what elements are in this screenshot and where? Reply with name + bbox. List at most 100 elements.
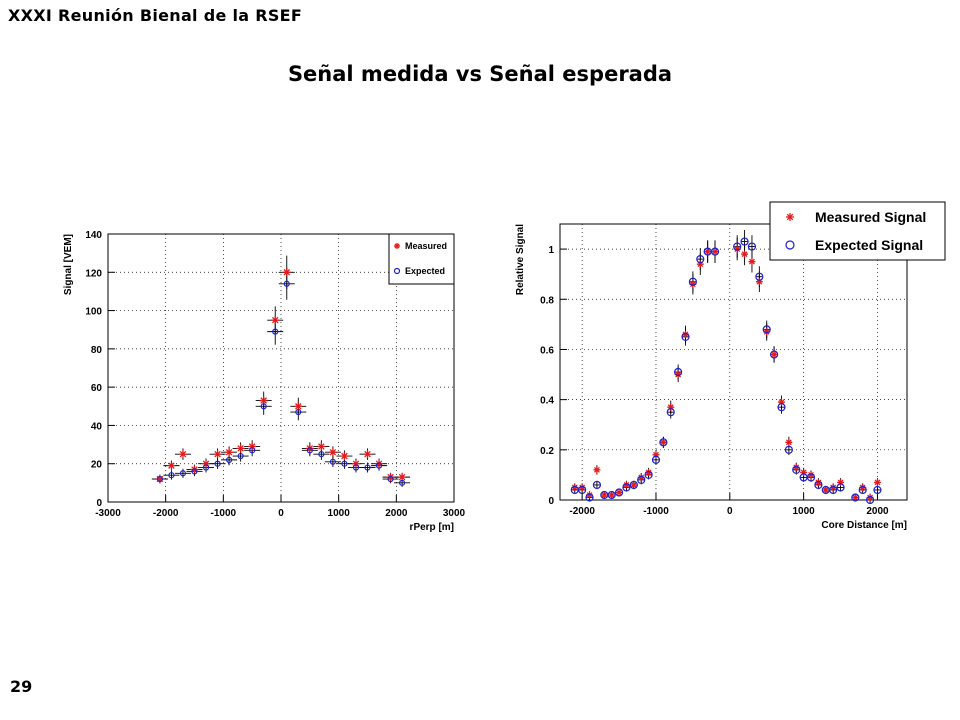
legend-expected-label: Expected Signal	[815, 237, 923, 253]
legend-expected-marker	[785, 240, 795, 250]
legend-expected-marker	[393, 267, 401, 275]
x-tick-label: 0	[278, 508, 284, 519]
expected-point	[674, 367, 683, 377]
x-tick-label: 1000	[793, 506, 816, 517]
expected-point	[168, 472, 175, 479]
expected-point	[755, 272, 764, 281]
y-tick-label: 40	[91, 421, 103, 432]
measured-point	[236, 444, 245, 453]
chart-signal-vs-rperp: -3000 -2000 -1000 0 1000 2000 3000 0 20 40 60 80 100…	[63, 230, 466, 533]
expected-point	[858, 485, 867, 495]
measured-point	[711, 248, 719, 256]
expected-point	[260, 403, 267, 410]
y-axis-label: Relative Signal	[515, 224, 526, 295]
expected-point	[777, 403, 786, 412]
expected-point	[191, 468, 198, 475]
legend-measured-marker	[394, 243, 400, 249]
y-tick-label: 0.8	[540, 295, 554, 306]
expected-point	[710, 247, 720, 256]
expected-point	[237, 452, 244, 460]
measured-point	[225, 448, 234, 457]
expected-point	[585, 493, 594, 502]
measured-point	[178, 450, 187, 459]
expected-point	[364, 464, 371, 471]
measured-point	[282, 268, 291, 277]
expected-point	[666, 408, 675, 417]
expected-point	[629, 480, 638, 490]
y-tick-label: 60	[91, 383, 103, 394]
x-axis-label: Core Distance [m]	[821, 520, 907, 531]
expected-point	[659, 438, 668, 447]
measured-point	[213, 450, 222, 459]
x-tick-label: 0	[727, 506, 733, 517]
expected-point	[272, 328, 279, 335]
expected-point	[156, 475, 164, 483]
expected-point	[352, 464, 360, 471]
expected-point	[622, 483, 631, 492]
expected-point	[836, 483, 845, 492]
measured-point	[317, 442, 326, 451]
expected-point	[607, 490, 616, 500]
measured-point	[608, 491, 616, 499]
x-tick-label: 2000	[866, 506, 889, 517]
expected-point	[226, 456, 233, 463]
measured-point	[328, 448, 337, 457]
measured-point	[630, 481, 638, 489]
expected-point	[740, 237, 749, 246]
measured-point	[167, 461, 176, 470]
expected-point	[651, 455, 661, 464]
expected-point	[644, 470, 653, 480]
expected-point	[387, 475, 394, 483]
x-tick-label: -2000	[153, 508, 179, 519]
legend-measured-label: Measured	[405, 241, 447, 251]
measured-point	[822, 486, 830, 494]
expected-point	[179, 470, 187, 477]
y-axis-label: Signal [VEM]	[63, 234, 74, 295]
y-tick-label: 0	[548, 496, 554, 507]
expected-point	[873, 485, 882, 495]
expected-point	[329, 458, 336, 465]
expected-point	[814, 480, 823, 490]
expected-point	[249, 447, 256, 454]
expected-point	[747, 242, 757, 251]
expected-point	[851, 493, 860, 502]
measured-point	[593, 466, 601, 474]
y-tick-label: 0.2	[540, 446, 554, 457]
x-axis-label: rPerp [m]	[410, 522, 454, 533]
y-tick-label: 0	[96, 498, 102, 509]
x-tick-label: -1000	[211, 508, 237, 519]
expected-point	[578, 485, 587, 495]
expected-point	[283, 280, 290, 287]
expected-point	[214, 460, 221, 467]
measured-point	[600, 491, 608, 499]
expected-point	[637, 475, 646, 485]
y-tick-label: 0.4	[540, 396, 554, 407]
expected-point	[614, 488, 624, 497]
y-tick-label: 1	[548, 245, 554, 256]
y-tick-label: 140	[85, 230, 102, 241]
expected-point	[375, 462, 383, 469]
x-tick-label: -3000	[95, 508, 121, 519]
y-tick-label: 80	[91, 345, 103, 356]
expected-point	[784, 445, 793, 454]
measured-point	[615, 488, 623, 496]
expected-point	[733, 242, 742, 251]
expected-point	[688, 277, 697, 286]
x-tick-label: -1000	[643, 506, 669, 517]
expected-point	[806, 473, 816, 482]
expected-point	[696, 255, 705, 264]
measured-point	[704, 248, 712, 256]
y-tick-label: 0.6	[540, 345, 554, 356]
legend-measured-label: Measured Signal	[815, 209, 926, 225]
expected-point	[295, 408, 302, 416]
expected-point	[762, 325, 771, 334]
legend-box	[388, 233, 455, 285]
expected-point	[865, 495, 875, 505]
expected-point	[592, 480, 602, 490]
slide-title: Señal medida vs Señal esperada	[287, 62, 673, 86]
measured-point	[748, 258, 756, 266]
y-tick-label: 100	[85, 307, 102, 318]
expected-point	[681, 332, 690, 342]
expected-point	[341, 460, 348, 467]
measured-point	[363, 450, 372, 459]
